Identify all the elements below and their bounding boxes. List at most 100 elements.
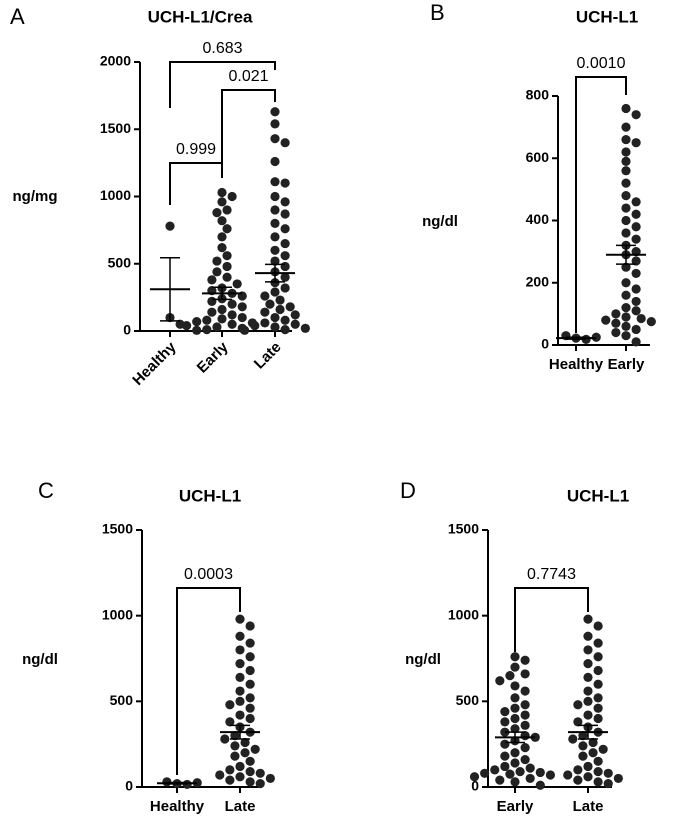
data-point [245, 652, 255, 662]
data-point [593, 693, 603, 703]
data-point [621, 290, 631, 300]
data-point [510, 777, 520, 787]
x-tick-label: Late [573, 798, 604, 815]
data-point [202, 315, 212, 325]
data-point [646, 317, 656, 327]
data-point [510, 724, 520, 734]
p-value: 0.7743 [527, 566, 576, 583]
data-point [280, 272, 290, 282]
data-point [510, 713, 520, 724]
data-point [613, 773, 623, 784]
data-point [235, 672, 245, 682]
data-point [245, 756, 255, 766]
data-point [227, 191, 237, 202]
y-tick-label: 200 [526, 273, 550, 289]
data-point [227, 319, 237, 329]
data-point [520, 754, 530, 765]
data-point [621, 134, 631, 145]
x-tick-label: Healthy [129, 338, 180, 389]
data-point [237, 312, 247, 323]
data-point [285, 302, 295, 312]
data-point [220, 734, 230, 744]
data-point [583, 772, 593, 782]
data-point [260, 291, 270, 301]
data-point [631, 306, 641, 316]
data-point [520, 669, 530, 679]
data-point [227, 310, 237, 320]
data-point [280, 251, 290, 261]
data-point [225, 717, 235, 727]
data-point [535, 767, 545, 778]
data-point [583, 710, 593, 720]
comparison-bracket [514, 587, 589, 652]
data-point [631, 324, 641, 335]
data-point [568, 734, 578, 744]
data-point [235, 710, 245, 720]
data-point [225, 775, 235, 785]
p-value: 0.0003 [184, 566, 233, 583]
y-axis-label: ng/dl [422, 213, 458, 230]
data-point [593, 703, 603, 713]
data-point [631, 197, 641, 207]
y-tick-label: 500 [456, 692, 480, 708]
data-point [563, 770, 573, 780]
data-point [573, 765, 583, 775]
data-point [217, 197, 227, 207]
data-point [611, 318, 621, 328]
y-tick-label: 500 [110, 692, 134, 708]
data-point [245, 679, 255, 689]
data-point [230, 741, 240, 751]
data-point [631, 284, 641, 294]
data-point [495, 775, 505, 785]
data-point [591, 332, 601, 342]
data-point [212, 267, 222, 277]
data-point [500, 717, 510, 727]
data-point [631, 234, 641, 244]
data-point [245, 638, 255, 648]
data-point [510, 758, 520, 768]
data-point [621, 147, 631, 157]
data-point [217, 187, 227, 198]
data-point [530, 732, 540, 742]
data-point [235, 645, 245, 655]
data-point [232, 279, 242, 289]
y-tick-label: 400 [526, 211, 550, 227]
x-tick-label: Late [251, 339, 285, 373]
data-point [505, 671, 515, 681]
data-point [270, 312, 280, 323]
data-point [280, 283, 290, 293]
data-point [621, 203, 631, 213]
data-point [207, 275, 217, 285]
data-point [593, 766, 603, 777]
data-point [510, 681, 520, 691]
data-point [270, 322, 280, 332]
data-point [202, 325, 212, 335]
data-point [275, 295, 285, 305]
data-point [631, 337, 641, 347]
data-point [227, 299, 237, 309]
x-tick-label: Late [225, 798, 256, 815]
data-point [250, 321, 260, 331]
data-point [593, 777, 603, 787]
data-point [280, 315, 290, 325]
data-point [520, 710, 530, 720]
data-point [270, 156, 280, 167]
y-tick-label: 1000 [102, 606, 133, 622]
data-point [235, 761, 245, 772]
data-point [583, 659, 593, 669]
data-point [510, 748, 520, 758]
data-point [469, 772, 480, 782]
data-point [280, 138, 290, 148]
data-point [578, 751, 588, 761]
data-point [207, 296, 217, 307]
data-point [573, 775, 583, 785]
x-tick-label: Healthy [549, 356, 604, 373]
data-point [621, 278, 631, 288]
data-point [245, 693, 255, 703]
data-point [505, 769, 515, 779]
data-point [631, 138, 641, 148]
data-point [621, 178, 631, 188]
data-point [270, 218, 280, 228]
data-point [598, 744, 608, 754]
